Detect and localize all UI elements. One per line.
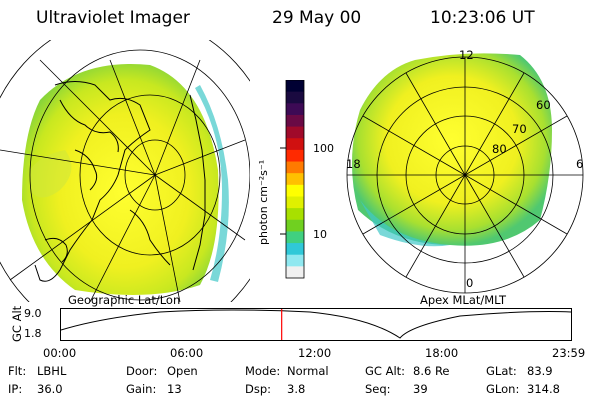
- colorbar-segment: [286, 231, 304, 244]
- colorbar-segment: [286, 149, 304, 163]
- instrument-title: Ultraviolet Imager: [36, 8, 190, 28]
- mlt-label-12: 12: [459, 48, 474, 62]
- colorbar-segment: [286, 219, 304, 232]
- status-seq-value: 39: [413, 382, 428, 396]
- lat-label-80: 80: [492, 142, 507, 156]
- colorbar-segment: [286, 114, 304, 128]
- status-glat-value: 83.9: [527, 364, 553, 378]
- altitude-xtick-3: 18:00: [425, 346, 459, 360]
- status-glon-value: 314.8: [527, 382, 560, 396]
- status-gain-value: 13: [167, 382, 182, 396]
- status-glat-label: GLat:: [486, 364, 517, 378]
- altitude-xtick-1: 06:00: [170, 346, 204, 360]
- status-glon-label: GLon:: [486, 382, 520, 396]
- colorbar-segment: [286, 126, 304, 139]
- status-ip-label: IP:: [8, 382, 23, 396]
- colorbar-segment: [286, 184, 304, 197]
- mlt-label-6: 6: [576, 157, 584, 171]
- colorbar: [280, 80, 305, 279]
- mlt-label-0: 0: [466, 276, 474, 290]
- colorbar-segment: [286, 161, 304, 174]
- colorbar-tick-10: 10: [313, 228, 327, 241]
- status-gcalt-label: GC Alt:: [365, 364, 406, 378]
- colorbar-unit-label: photon cm⁻²s⁻¹: [257, 159, 270, 245]
- colorbar-segment: [286, 103, 304, 116]
- status-flt-label: Flt:: [8, 364, 27, 378]
- polar-caption: Apex MLat/MLT: [420, 293, 507, 307]
- status-door-label: Door:: [126, 364, 158, 378]
- lat-label-60: 60: [536, 98, 551, 112]
- status-seq-label: Seq:: [365, 382, 391, 396]
- altitude-xtick-4: 23:59: [552, 346, 586, 360]
- polar-image: [346, 53, 584, 294]
- status-mode-value: Normal: [287, 364, 329, 378]
- colorbar-segment: [286, 208, 304, 221]
- colorbar-segment: [286, 138, 304, 151]
- geographic-image: [0, 40, 250, 302]
- geographic-caption: Geographic Lat/Lon: [68, 293, 181, 307]
- status-flt-value: LBHL: [37, 364, 67, 378]
- colorbar-segment: [286, 243, 304, 256]
- status-dsp-label: Dsp:: [245, 382, 272, 396]
- altitude-ytick-low: 1.8: [24, 327, 42, 340]
- mlt-label-18: 18: [346, 157, 361, 171]
- altitude-xtick-0: 00:00: [43, 346, 77, 360]
- status-mode-label: Mode:: [245, 364, 281, 378]
- colorbar-segment: [286, 80, 304, 93]
- status-ip-value: 36.0: [37, 382, 63, 396]
- colorbar-segment: [286, 266, 304, 279]
- altitude-ytick-high: 9.0: [24, 307, 42, 320]
- lat-label-70: 70: [512, 122, 527, 136]
- colorbar-segment: [286, 173, 304, 186]
- date-label: 29 May 00: [272, 8, 362, 28]
- altitude-ylabel: GC Alt: [10, 305, 24, 342]
- status-dsp-value: 3.8: [287, 382, 306, 396]
- colorbar-segment: [286, 91, 304, 104]
- colorbar-tick-100: 100: [313, 142, 334, 155]
- status-door-value: Open: [167, 364, 198, 378]
- status-gcalt-value: 8.6 Re: [413, 364, 450, 378]
- time-label: 10:23:06 UT: [430, 8, 535, 28]
- colorbar-segment: [286, 254, 304, 267]
- altitude-xtick-2: 12:00: [298, 346, 332, 360]
- altitude-plot: [60, 308, 572, 341]
- status-gain-label: Gain:: [126, 382, 157, 396]
- colorbar-segment: [286, 196, 304, 209]
